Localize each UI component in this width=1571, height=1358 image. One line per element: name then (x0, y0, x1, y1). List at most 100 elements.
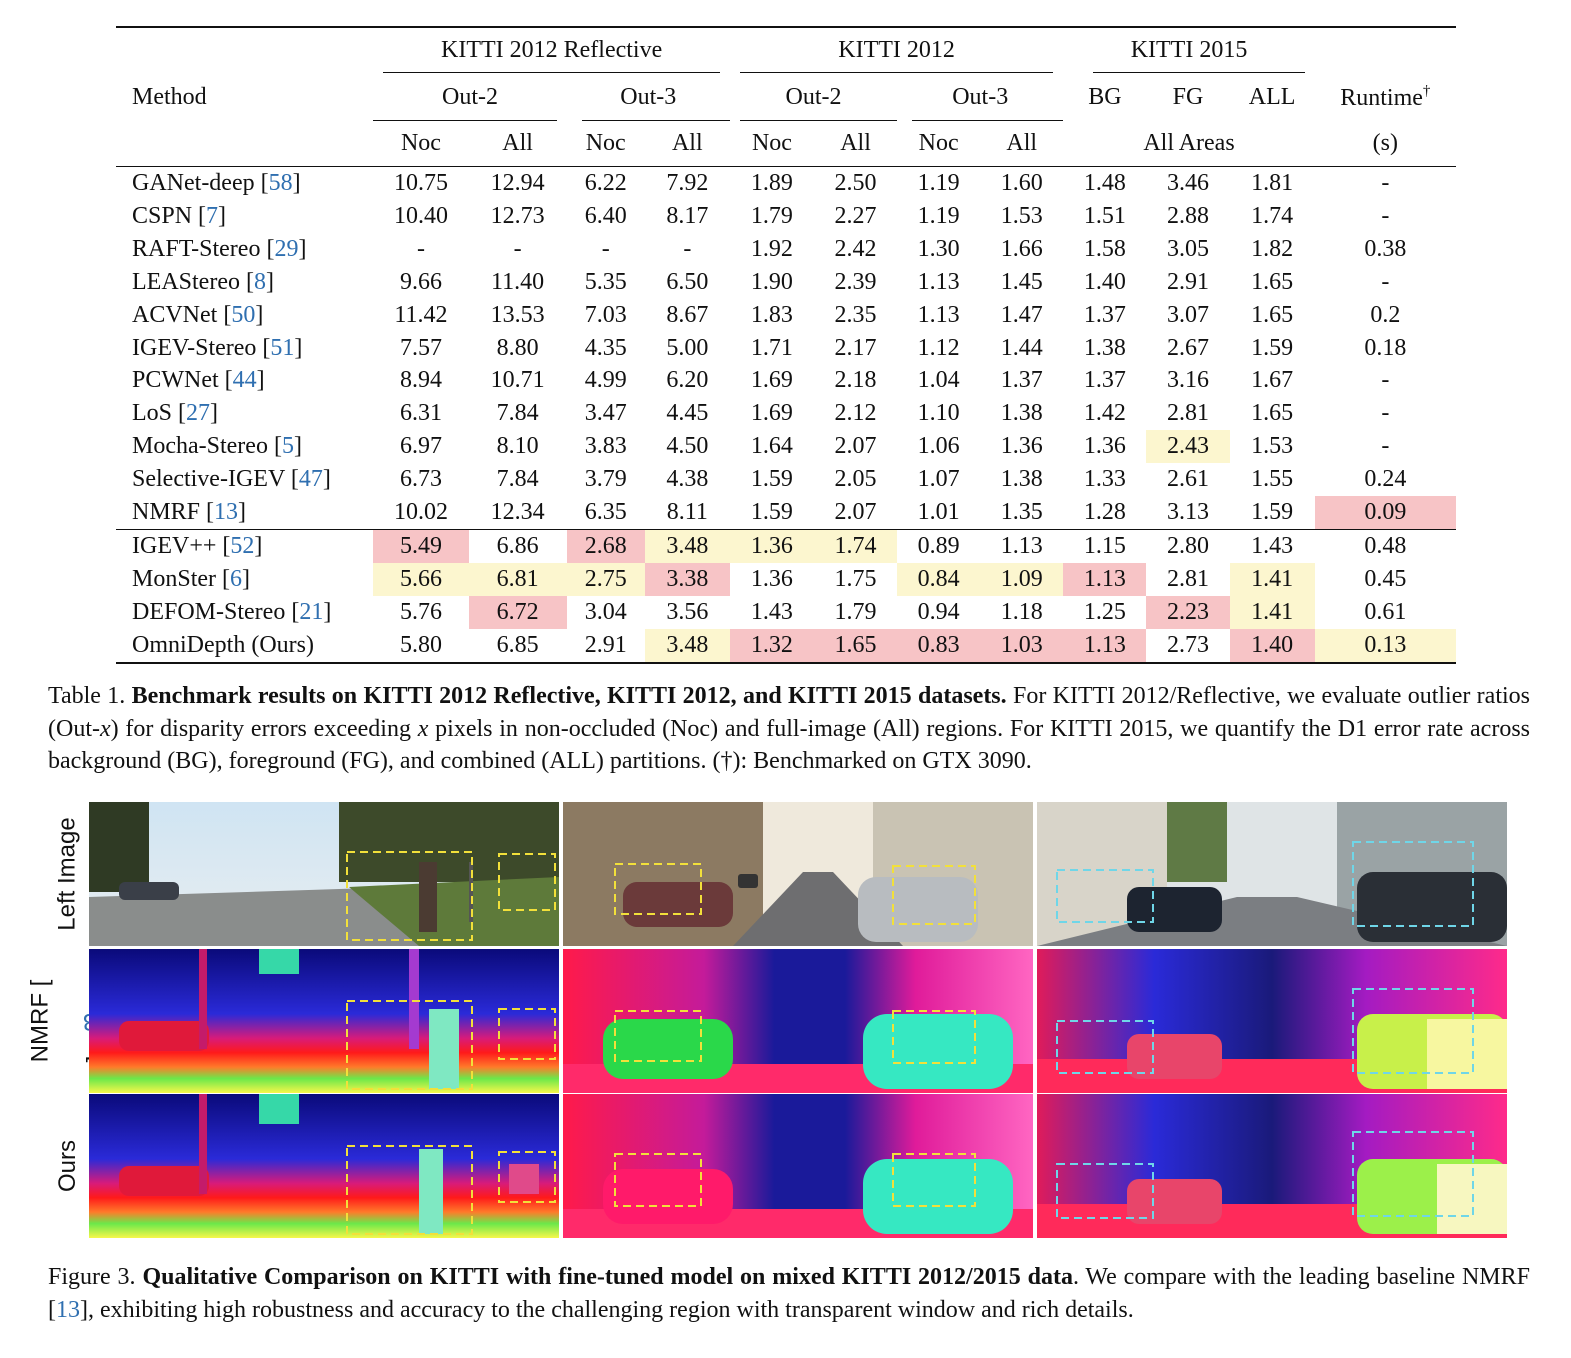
citation-link[interactable]: 7 (206, 202, 219, 229)
value-cell: 6.81 (468, 562, 567, 596)
value-cell: 1.13 (917, 301, 960, 328)
value-cell: 8.80 (496, 334, 539, 361)
value-cell: 2.73 (1146, 628, 1230, 664)
value-cell: 2.91 (566, 628, 645, 664)
caption-title: Benchmark results on KITTI 2012 Reflecti… (131, 683, 1007, 709)
col-header: Noc (400, 130, 441, 156)
value-cell: 1.90 (750, 268, 793, 295)
value-cell: 11.40 (491, 268, 545, 295)
value-cell: 1.07 (917, 466, 960, 493)
value-cell: 1.89 (729, 165, 814, 200)
citation-link[interactable]: 50 (231, 301, 256, 328)
citation-link[interactable]: 13 (214, 499, 239, 526)
col-header: All (671, 130, 703, 156)
value-cell: 3.16 (1166, 367, 1209, 394)
table-row: GANet-deep [58] 10.75 12.94 6.22 7.92 1.89 2.5… (116, 165, 1456, 200)
table-row: CSPN [7] 10.40 12.73 6.40 8.17 1.79 2.27 1.19 1.… (116, 200, 1456, 233)
method-cell: LEAStereo [8] (132, 268, 274, 295)
method-cell: GANet-deep [58] (116, 165, 374, 200)
value-cell: 10.71 (490, 367, 545, 394)
value-cell: 2.35 (834, 301, 877, 328)
value-cell: 1.19 (897, 165, 981, 200)
value-cell: 5.49 (373, 528, 469, 563)
method-cell: Mocha-Stereo [5] (132, 433, 302, 460)
value-cell: 5.00 (666, 334, 709, 361)
table-caption: Table 1. Benchmark results on KITTI 2012… (48, 683, 1530, 774)
value-cell: 1.74 (1251, 202, 1294, 229)
value-cell: 2.75 (566, 562, 645, 596)
value-cell: - (1381, 367, 1390, 394)
value-cell: 8.67 (666, 301, 709, 328)
value-cell: 1.40 (1229, 628, 1315, 664)
value-cell: - (1381, 433, 1390, 460)
table-row: DEFOM-Stereo [21] 5.76 6.72 3.04 3.56 1.43 1.7… (116, 595, 1456, 629)
value-cell: 6.73 (399, 466, 442, 493)
value-cell: 3.07 (1166, 301, 1209, 328)
value-cell: 3.47 (584, 400, 627, 427)
value-cell: 0.94 (917, 598, 960, 625)
value-cell: 1.35 (1000, 499, 1043, 526)
value-cell: 13.53 (490, 301, 545, 328)
value-cell: 1.37 (1000, 367, 1043, 394)
citation-link[interactable]: 51 (270, 334, 295, 361)
all-areas-header: All Areas (1143, 130, 1235, 156)
value-cell: 1.37 (1083, 367, 1126, 394)
value-cell: 3.48 (644, 528, 730, 563)
value-cell: 3.48 (644, 628, 730, 664)
value-cell: 2.23 (1146, 595, 1230, 629)
table-row: ACVNet [50] 11.42 13.53 7.03 8.67 1.83 2.35 1.1… (116, 299, 1456, 332)
value-cell: - (1381, 268, 1390, 295)
value-cell: 1.36 (750, 565, 793, 592)
left-image-scene-3 (1037, 802, 1507, 946)
value-cell: 1.19 (917, 202, 960, 229)
value-cell: 9.66 (399, 268, 442, 295)
value-cell: 0.2 (1370, 301, 1401, 328)
value-cell: 2.50 (813, 165, 898, 200)
sub-header-out3: Out-3 (567, 73, 730, 121)
citation-link[interactable]: 5 (281, 433, 294, 460)
row-label-nmrf: NMRF [13] (26, 979, 109, 1063)
citation-link[interactable]: 29 (274, 235, 299, 262)
table-row: Selective-IGEV [47] 6.73 7.84 3.79 4.38 1.59 2… (116, 463, 1456, 496)
value-cell: 1.67 (1251, 367, 1294, 394)
citation-link[interactable]: 44 (232, 367, 257, 394)
value-cell: 1.65 (1251, 268, 1294, 295)
value-cell: 1.47 (1000, 301, 1043, 328)
sub-header-fg: FG (1172, 83, 1204, 110)
value-cell: 2.67 (1166, 334, 1209, 361)
citation-link[interactable]: 13 (56, 1296, 80, 1323)
citation-link[interactable]: 21 (299, 598, 324, 625)
citation-link[interactable]: 58 (268, 170, 293, 196)
value-cell: 1.36 (729, 528, 814, 563)
citation-link[interactable]: 6 (230, 565, 242, 592)
table-row: Mocha-Stereo [5] 6.97 8.10 3.83 4.50 1.64 2.07… (116, 430, 1456, 464)
value-cell: 2.27 (834, 202, 877, 229)
value-cell: 8.94 (399, 367, 442, 394)
method-cell: Selective-IGEV [47] (132, 466, 331, 493)
value-cell: 1.06 (917, 433, 960, 460)
value-cell: 2.43 (1146, 430, 1230, 464)
value-cell: 1.41 (1229, 562, 1315, 596)
value-cell: 1.65 (1251, 400, 1294, 427)
value-cell: 1.13 (980, 528, 1064, 563)
citation-link[interactable]: 52 (230, 532, 255, 559)
value-cell: 2.39 (834, 268, 877, 295)
value-cell: 5.66 (373, 562, 469, 596)
sub-header-out2: Out-2 (730, 73, 898, 121)
col-header: All (502, 130, 533, 156)
citation-link[interactable]: 8 (253, 268, 266, 295)
citation-link[interactable]: 47 (298, 466, 323, 493)
method-cell: IGEV-Stereo [51] (132, 334, 303, 361)
value-cell: 3.56 (666, 598, 709, 625)
value-cell: 3.05 (1166, 235, 1209, 262)
method-cell: MonSter [6] (132, 565, 250, 592)
citation-link[interactable]: 27 (186, 400, 211, 427)
method-header: Method (132, 83, 207, 110)
value-cell: 10.75 (373, 165, 469, 200)
value-cell: 6.50 (666, 268, 709, 295)
value-cell: 1.65 (1251, 301, 1294, 328)
caption-title: Qualitative Comparison on KITTI with fin… (142, 1264, 1073, 1290)
value-cell: 1.69 (750, 367, 793, 394)
value-cell: 8.17 (666, 202, 709, 229)
value-cell: 1.28 (1083, 499, 1126, 526)
